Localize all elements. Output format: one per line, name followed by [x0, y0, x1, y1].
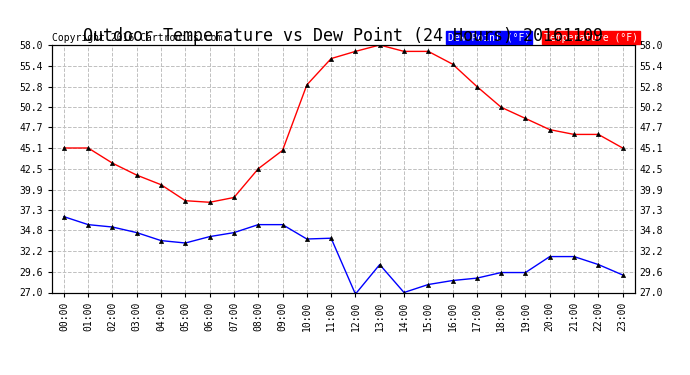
Text: Copyright 2016 Cartronics.com: Copyright 2016 Cartronics.com	[52, 33, 222, 42]
Title: Outdoor Temperature vs Dew Point (24 Hours) 20161109: Outdoor Temperature vs Dew Point (24 Hou…	[83, 27, 603, 45]
Text: Dew Point (°F): Dew Point (°F)	[448, 33, 531, 42]
Text: Temperature (°F): Temperature (°F)	[544, 33, 638, 42]
